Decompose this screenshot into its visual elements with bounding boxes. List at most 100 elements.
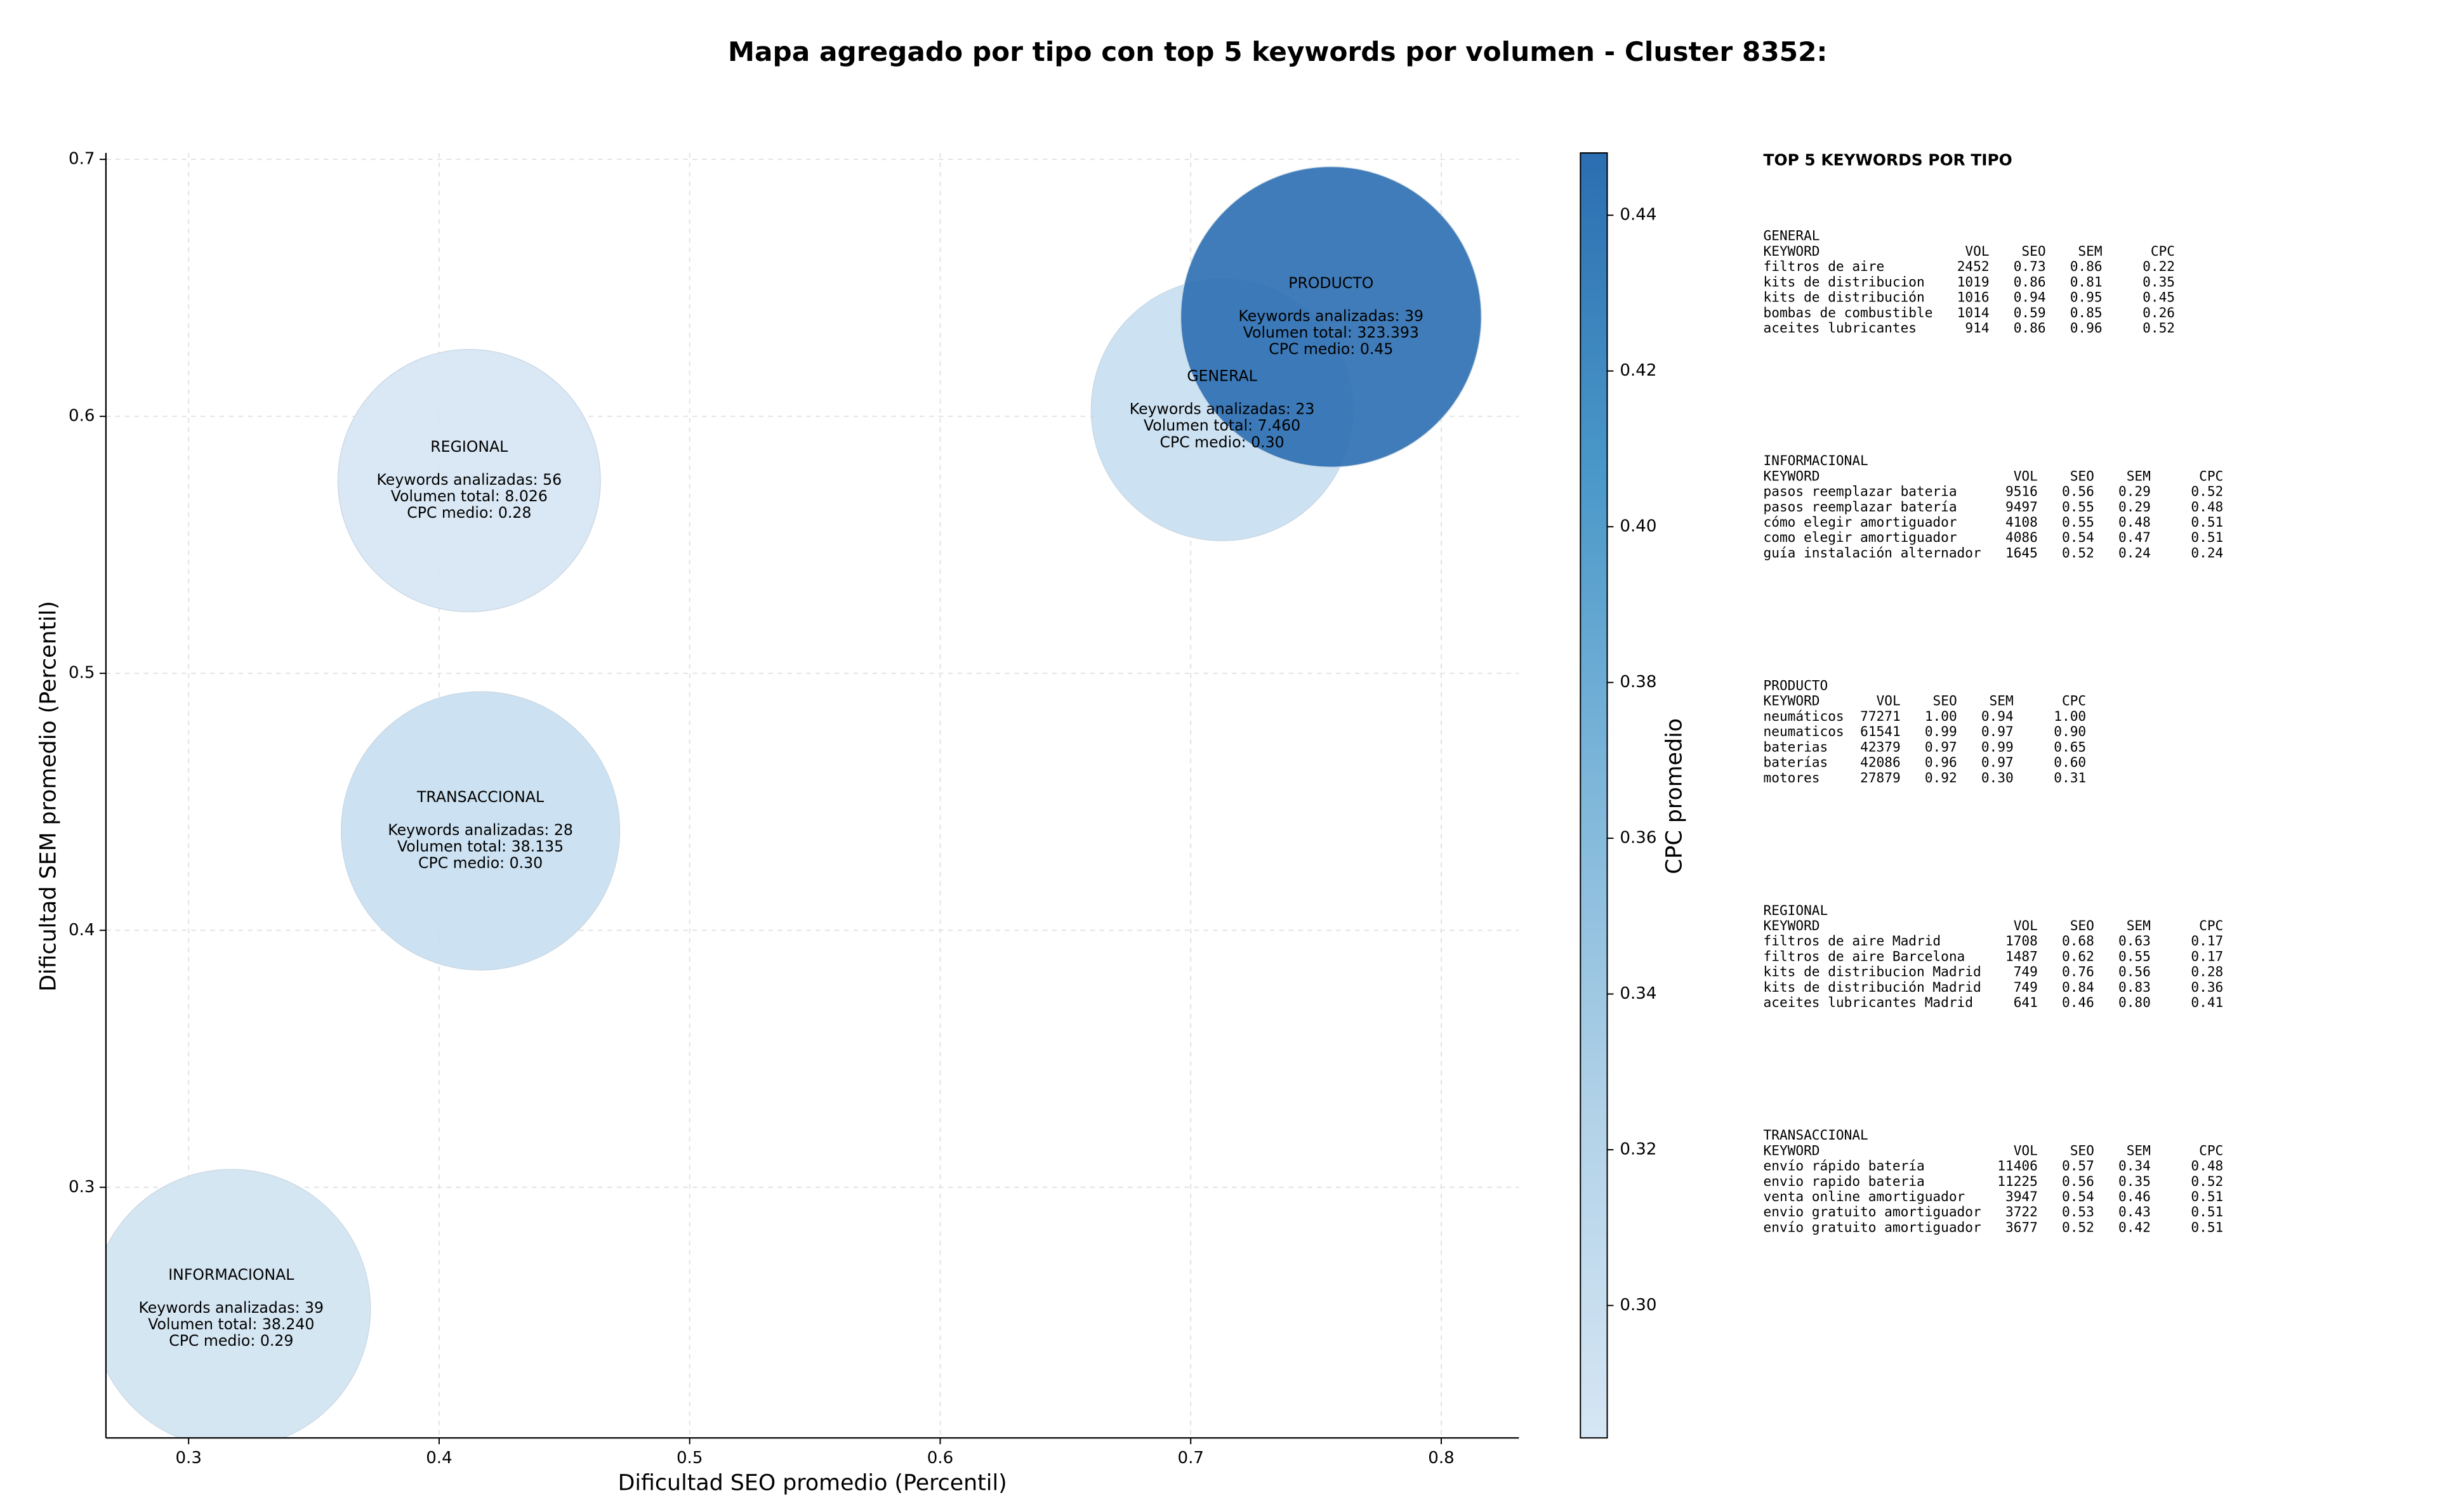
table-cell: 0.80 (2118, 994, 2151, 1010)
table-cell: 0.47 (2118, 529, 2151, 545)
table-header: SEO (2070, 1142, 2094, 1158)
table-cell: 0.52 (2143, 320, 2175, 336)
table-cell: 0.24 (2118, 544, 2151, 560)
group-name: GENERAL (1764, 228, 1820, 244)
table-header: CPC (2151, 243, 2175, 259)
chart-title: Mapa agregado por tipo con top 5 keyword… (728, 36, 1827, 67)
table-cell: venta online amortiguador (1764, 1188, 1965, 1204)
table-header: SEM (2127, 468, 2151, 483)
table-cell: 0.48 (2191, 499, 2223, 515)
panel-title: TOP 5 KEYWORDS POR TIPO (1764, 150, 2012, 169)
table-cell: 0.43 (2118, 1204, 2151, 1219)
bubble-annotation: Volumen total: 7.460 (1144, 417, 1300, 435)
table-cell: kits de distribución Madrid (1764, 979, 1981, 995)
bubble (105, 1169, 371, 1438)
table-cell: 1.00 (2054, 708, 2086, 724)
table-cell: 641 (2014, 994, 2038, 1010)
table-header: KEYWORD (1764, 1142, 1820, 1158)
bubble-annotation: CPC medio: 0.28 (407, 504, 531, 522)
table-cell: 77271 (1860, 708, 1901, 724)
table-cell: 0.36 (2191, 979, 2223, 995)
table-cell: 0.48 (2191, 1158, 2223, 1174)
group-name: INFORMACIONAL (1764, 452, 1868, 468)
table-cell: 4108 (2005, 514, 2038, 530)
table-cell: 0.68 (2062, 933, 2094, 949)
bubbles (105, 166, 1482, 1438)
table-cell: 0.52 (2191, 1173, 2223, 1189)
table-cell: envío rápido batería (1764, 1158, 1925, 1174)
bubble-annotation: CPC medio: 0.30 (418, 854, 543, 872)
table-cell: 42379 (1860, 739, 1901, 754)
table-cell: 749 (2014, 964, 2038, 980)
bubble (341, 691, 621, 971)
x-axis-label: Dificultad SEO promedio (Percentil) (618, 1470, 1007, 1496)
table-cell: cómo elegir amortiguador (1764, 514, 1957, 530)
table-cell: filtros de aire (1764, 258, 1885, 274)
bubble-annotation: Volumen total: 38.135 (397, 838, 564, 855)
colorbar-tick-label: 0.32 (1620, 1140, 1656, 1159)
table-header: KEYWORD (1764, 693, 1820, 709)
colorbar-tick-label: 0.40 (1620, 517, 1656, 536)
bubble (337, 348, 601, 612)
table-cell: 1708 (2005, 933, 2038, 949)
table-cell: 0.57 (2062, 1158, 2094, 1174)
table-cell: 0.65 (2054, 739, 2086, 754)
table-cell: pasos reemplazar bateria (1764, 483, 1957, 499)
table-cell: 11406 (1997, 1158, 2038, 1174)
table-cell: 0.94 (1981, 708, 2014, 724)
table-cell: guía instalación alternador (1764, 544, 1981, 560)
colorbar-tick-label: 0.42 (1620, 361, 1656, 380)
table-cell: 1016 (1957, 289, 1990, 305)
table-cell: 0.51 (2191, 514, 2223, 530)
x-tick-label: 0.8 (1428, 1449, 1454, 1468)
table-cell: baterias (1764, 739, 1828, 754)
table-cell: 9497 (2005, 499, 2038, 515)
table-cell: 0.29 (2118, 499, 2151, 515)
table-cell: 1019 (1957, 273, 1990, 289)
table-header: SEM (1990, 693, 2014, 709)
table-cell: 1014 (1957, 305, 1990, 320)
table-cell: 0.86 (2014, 320, 2046, 336)
table-cell: 0.26 (2143, 305, 2175, 320)
table-cell: envio rapido bateria (1764, 1173, 1925, 1189)
table-cell: 0.53 (2062, 1204, 2094, 1219)
table-cell: 3677 (2005, 1219, 2038, 1235)
bubble (1180, 166, 1482, 468)
table-cell: 0.29 (2118, 483, 2151, 499)
bubble-annotation: CPC medio: 0.29 (169, 1332, 293, 1350)
bubble-annotation: Volumen total: 323.393 (1243, 324, 1419, 341)
table-cell: 0.97 (1925, 739, 1957, 754)
table-cell: bombas de combustible (1764, 305, 1933, 320)
table-cell: 0.45 (2143, 289, 2175, 305)
table-cell: 0.24 (2191, 544, 2223, 560)
table-cell: baterías (1764, 754, 1828, 770)
table-cell: 0.84 (2062, 979, 2094, 995)
bubble-annotation: Keywords analizadas: 28 (388, 821, 573, 839)
group-name: TRANSACCIONAL (1764, 1127, 1868, 1143)
table-cell: 0.30 (1981, 770, 2014, 786)
table-cell: 3947 (2005, 1188, 2038, 1204)
table-cell: aceites lubricantes (1764, 320, 1917, 336)
table-cell: 0.99 (1925, 723, 1957, 739)
bubble-annotation: CPC medio: 0.45 (1269, 340, 1393, 358)
table-cell: 0.55 (2062, 514, 2094, 530)
table-cell: 42086 (1860, 754, 1901, 770)
table-cell: 0.73 (2014, 258, 2046, 274)
colorbar-tick-label: 0.30 (1620, 1296, 1656, 1315)
table-cell: neumáticos (1764, 708, 1844, 724)
table-cell: 0.34 (2118, 1158, 2151, 1174)
table-cell: 1487 (2005, 948, 2038, 964)
table-cell: 0.35 (2143, 273, 2175, 289)
table-cell: 1.00 (1925, 708, 1957, 724)
x-tick-label: 0.7 (1177, 1449, 1203, 1468)
table-cell: 0.54 (2062, 529, 2094, 545)
table-header: SEO (1933, 693, 1957, 709)
table-header: KEYWORD (1764, 468, 1820, 483)
table-cell: 0.51 (2191, 529, 2223, 545)
table-cell: 0.97 (1981, 754, 2014, 770)
table-cell: 0.94 (2014, 289, 2046, 305)
table-header: SEM (2078, 243, 2102, 259)
table-header: KEYWORD (1764, 243, 1820, 259)
